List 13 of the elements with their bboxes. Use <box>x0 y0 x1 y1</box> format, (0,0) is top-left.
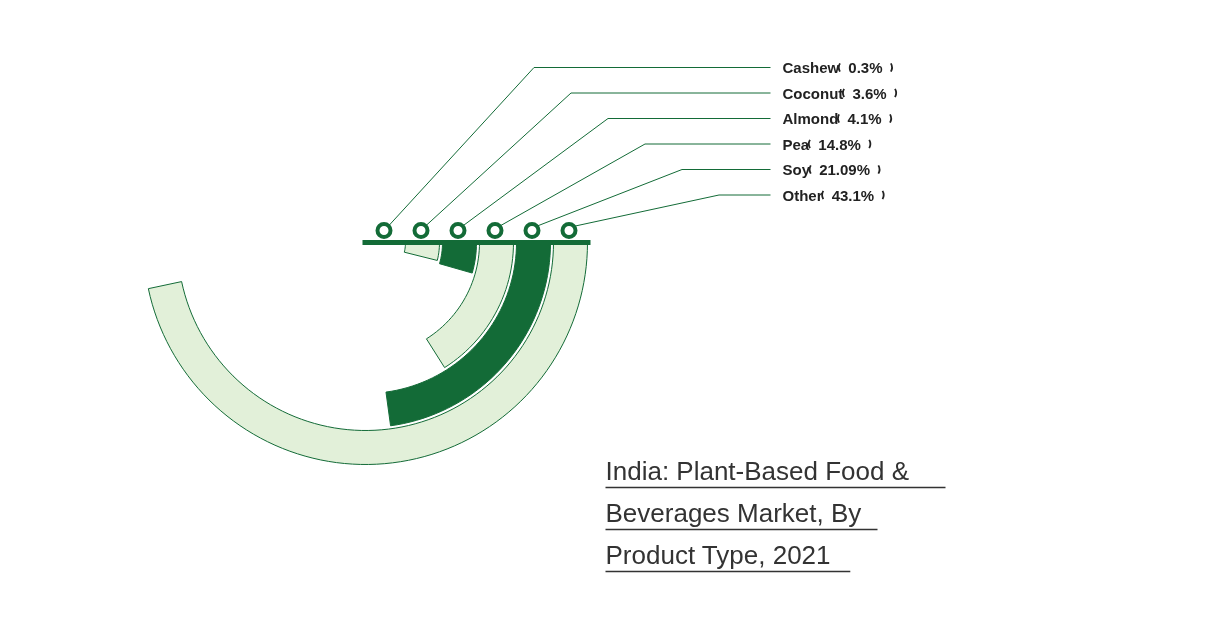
data-label: 14.8% <box>818 135 861 153</box>
data-label: 3.6% <box>852 84 887 102</box>
data-label: 0.3% <box>848 59 883 76</box>
category-label: Almond <box>782 110 839 127</box>
category-label: Pea <box>782 135 810 153</box>
data-label: 43.1% <box>831 186 875 204</box>
category-label: Cashew <box>782 59 840 76</box>
category-label: Soy <box>782 161 811 178</box>
data-label: 4.1% <box>847 110 882 127</box>
text: India: Plant-Based Food & Beverages Market, By Product Type, 2021 <box>605 455 910 570</box>
category-label: Other <box>782 186 823 204</box>
data-label: 21.09% <box>819 161 871 178</box>
category-label: Coconut <box>782 84 844 102</box>
